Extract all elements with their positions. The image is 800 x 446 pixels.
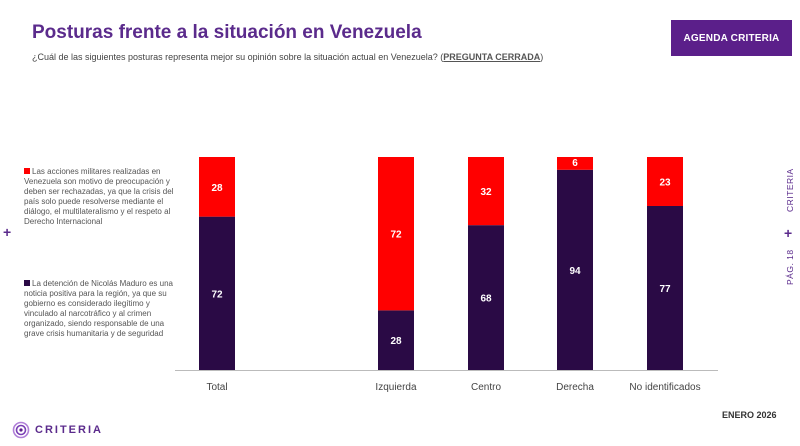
data-label-rechazo-3: 6: [572, 158, 578, 169]
category-label-3: Derecha: [556, 382, 594, 393]
plus-icon-right: +: [784, 225, 793, 241]
bar-positiva-3: [557, 169, 593, 370]
data-label-rechazo-2: 32: [480, 187, 492, 198]
bar-positiva-0: [199, 216, 235, 370]
bar-rechazo-4: [647, 157, 683, 206]
legend-label-positiva: La detención de Nicolás Maduro es una no…: [24, 279, 173, 338]
bar-rechazo-1: [378, 157, 414, 311]
legend-item-positiva: La detención de Nicolás Maduro es una no…: [24, 279, 174, 339]
agenda-criteria-button[interactable]: AGENDA CRITERIA: [671, 20, 792, 56]
data-label-rechazo-0: 28: [211, 183, 223, 194]
bar-positiva-2: [468, 225, 504, 370]
criteria-logo-text: CRITERIA: [35, 424, 103, 436]
legend-item-rechazo: Las acciones militares realizadas en Ven…: [24, 167, 174, 227]
bar-rechazo-3: [557, 157, 593, 170]
legend-swatch-dark: [24, 280, 30, 286]
bar-positiva-1: [378, 310, 414, 370]
data-label-positiva-2: 68: [480, 294, 492, 305]
data-label-positiva-1: 28: [390, 336, 402, 347]
category-label-1: Izquierda: [375, 382, 417, 393]
criteria-logo: CRITERIA: [12, 421, 103, 439]
plus-icon-left: +: [3, 224, 12, 240]
data-label-positiva-0: 72: [211, 289, 223, 300]
question-close: ): [540, 52, 544, 62]
data-label-positiva-4: 77: [659, 284, 671, 295]
data-label-rechazo-4: 23: [659, 177, 671, 188]
question-tag: PREGUNTA CERRADA: [443, 52, 541, 62]
footer-date: ENERO 2026: [722, 410, 777, 420]
bar-rechazo-2: [468, 157, 504, 226]
criteria-logo-icon: [12, 421, 30, 439]
legend-label-rechazo: Las acciones militares realizadas en Ven…: [24, 167, 174, 226]
question-main: ¿Cuál de las siguientes posturas represe…: [32, 52, 444, 62]
category-label-2: Centro: [471, 382, 501, 393]
category-label-4: No identificados: [629, 382, 700, 393]
data-label-positiva-3: 94: [569, 266, 581, 277]
category-label-0: Total: [206, 382, 227, 393]
bar-rechazo-0: [199, 157, 235, 217]
legend-swatch-red: [24, 168, 30, 174]
data-label-rechazo-1: 72: [390, 230, 402, 241]
page-title: Posturas frente a la situación en Venezu…: [32, 22, 422, 43]
question-text: ¿Cuál de las siguientes posturas represe…: [32, 52, 543, 62]
bar-positiva-4: [647, 205, 683, 370]
